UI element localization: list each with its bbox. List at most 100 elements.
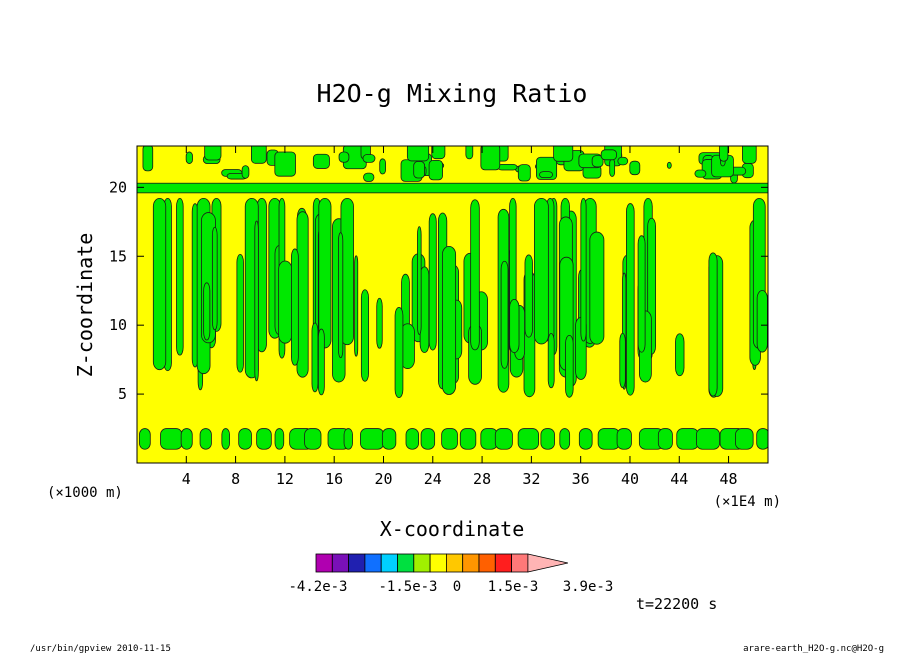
x-tick-label: 12 — [276, 470, 294, 488]
contour-blob — [405, 428, 419, 450]
contour-blob — [676, 428, 699, 450]
contour-plume — [203, 282, 211, 341]
contour-blob — [517, 428, 539, 450]
colorbar-swatch — [315, 553, 333, 573]
contour-top-blob — [185, 151, 193, 164]
contour-blob — [180, 428, 193, 450]
contour-top-blob — [431, 146, 446, 160]
colorbar-tick-label: 1.5e-3 — [488, 579, 539, 595]
contour-plume — [176, 197, 184, 356]
contour-blob — [616, 428, 632, 450]
contour-blob — [343, 428, 353, 450]
x-axis: 4 8 12 16 20 24 28 32 36 40 44 48 — [182, 146, 738, 488]
contour-blob — [139, 428, 151, 450]
contour-blob — [221, 428, 230, 450]
contour-blob — [274, 428, 285, 450]
contour-plume — [360, 289, 370, 382]
contour-blob — [735, 428, 754, 450]
colorbar-tick-label: 3.9e-3 — [563, 579, 614, 595]
contour-blob — [597, 428, 620, 450]
contour-plume — [236, 254, 244, 373]
contour-top-blob — [204, 146, 222, 161]
x-tick-label: 28 — [473, 470, 491, 488]
contour-top-blob — [142, 146, 154, 172]
x-axis-label: X-coordinate — [380, 517, 525, 541]
colorbar-swatch — [413, 553, 431, 573]
contour-blob — [657, 428, 673, 450]
y-tick-label: 5 — [118, 385, 127, 403]
colorbar-arrow — [527, 553, 568, 573]
contour-top-blob — [497, 163, 518, 171]
x-unit-left: (×1000 m) — [47, 485, 123, 501]
x-tick-label: 4 — [182, 470, 191, 488]
contour-blob — [756, 428, 768, 450]
contour-plume — [338, 232, 344, 359]
contour-top-blob — [629, 160, 641, 176]
contour-plume — [500, 260, 509, 369]
contour-plume — [317, 328, 325, 396]
colorbar-tick-labels: -4.2e-3 -1.5e-3 0 1.5e-3 3.9e-3 — [288, 579, 613, 595]
y-axis-label: Z-coordinate — [73, 233, 97, 378]
contour-plume — [708, 252, 718, 397]
contour-blob — [256, 428, 272, 450]
colorbar-swatch — [494, 553, 512, 573]
contour-blob — [540, 428, 555, 450]
contour-top-blob — [406, 146, 430, 162]
plot-frame — [136, 145, 769, 464]
x-tick-label: 36 — [572, 470, 590, 488]
contour-top-blob — [274, 151, 296, 177]
contour-plume — [152, 197, 167, 371]
contour-plume — [428, 213, 437, 351]
contour-plume — [509, 298, 520, 354]
contour-blob — [238, 428, 252, 450]
contour-plume — [318, 197, 332, 349]
colorbar-swatch — [445, 553, 464, 573]
colorbar-swatch — [380, 553, 398, 573]
contour-top-blob — [609, 158, 616, 177]
contour-top-blob — [539, 171, 554, 179]
contour-plume — [278, 260, 293, 344]
x-tick-label: 40 — [621, 470, 639, 488]
contour-top-blob — [251, 146, 267, 164]
chart-title: H2O-g Mixing Ratio — [317, 79, 588, 108]
contour-plume — [311, 322, 319, 393]
contour-top-blob — [428, 159, 443, 181]
contour-top-blob — [241, 165, 250, 179]
contour-blob — [304, 428, 322, 450]
colorbar-swatch — [331, 553, 349, 573]
contour-top-blob — [553, 146, 574, 162]
x-tick-label: 48 — [720, 470, 738, 488]
contour-plume — [470, 199, 480, 351]
x-tick-label: 32 — [522, 470, 540, 488]
contour-blob — [559, 428, 571, 450]
contour-plume — [254, 220, 259, 382]
contour-plume — [637, 235, 646, 353]
contour-top-blob — [362, 154, 376, 163]
colorbar-swatch — [478, 553, 496, 573]
colorbar-swatch — [397, 553, 415, 573]
contour-top-blob — [617, 156, 629, 166]
contour-blob — [494, 428, 513, 450]
x-tick-label: 20 — [374, 470, 392, 488]
contour-plume — [376, 297, 383, 349]
contour-blob — [459, 428, 477, 450]
contour-plume — [565, 334, 574, 398]
contour-blob — [381, 428, 397, 450]
contour-plume — [626, 203, 635, 396]
colorbar-swatch — [429, 553, 447, 573]
contour-top-blob — [312, 153, 330, 169]
time-label: t=22200 s — [636, 595, 717, 613]
x-tick-label: 8 — [231, 470, 240, 488]
y-tick-label: 20 — [109, 178, 127, 196]
contour-plume — [756, 290, 768, 353]
contour-top-blob — [517, 164, 531, 182]
footer-right: arare-earth_H2O-g.nc@H2O-g — [743, 644, 884, 654]
contour-top-blob — [719, 146, 729, 162]
contour-plume — [211, 226, 218, 331]
contour-top-blob — [591, 155, 604, 168]
contour-top-blob — [379, 158, 386, 175]
contour-plume — [394, 306, 404, 399]
contour-top-blob — [694, 169, 707, 178]
